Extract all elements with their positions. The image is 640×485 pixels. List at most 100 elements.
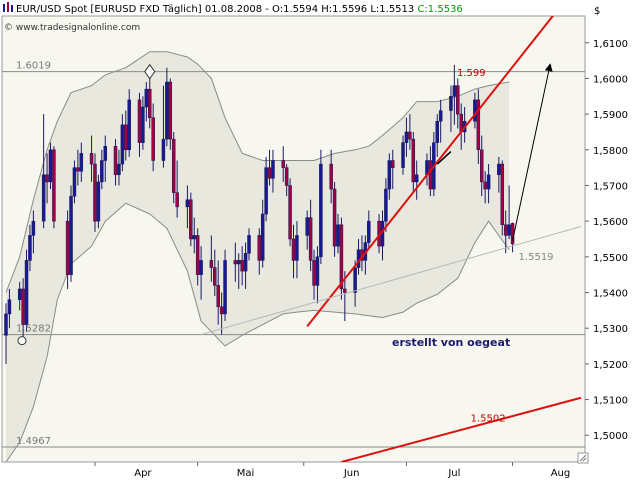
resize-grip-icon[interactable]	[577, 452, 589, 464]
candle-body	[391, 160, 395, 168]
candle-body	[329, 163, 333, 190]
candle-body	[52, 149, 56, 222]
forecast-arrow	[436, 150, 452, 165]
candle-body	[216, 285, 220, 308]
candle-body	[223, 260, 227, 315]
candle-body	[4, 313, 8, 336]
candle-body	[497, 163, 501, 176]
candle-body	[319, 163, 323, 258]
horizontal-level-label: 1.6019	[16, 61, 51, 72]
candle-body	[45, 174, 49, 183]
candle-body	[479, 149, 484, 183]
candle-body	[449, 96, 453, 111]
candle-body	[41, 174, 46, 222]
y-tick-label: 1,5300	[593, 324, 628, 335]
candle-body	[144, 88, 149, 108]
candle-body	[76, 167, 80, 172]
candle-body	[500, 163, 505, 225]
candle-body	[21, 288, 25, 325]
candle-body	[168, 81, 173, 140]
x-tick-label: Apr	[134, 468, 152, 479]
candle-body	[343, 288, 347, 293]
header-close: C:1.5536	[417, 4, 462, 15]
trendlines-layer	[200, 16, 582, 462]
candle-body	[161, 138, 166, 161]
candle-body	[7, 299, 12, 315]
candle-body	[486, 174, 491, 190]
candle-body	[384, 188, 388, 222]
y-tick-label: 1,5500	[593, 253, 628, 264]
candle-body	[89, 153, 94, 165]
candle-body	[452, 85, 457, 97]
candle-body	[171, 138, 176, 193]
candle-body	[72, 167, 77, 197]
candle-body	[195, 235, 200, 275]
candle-body	[353, 267, 357, 293]
candle-body	[48, 149, 53, 183]
candle-body	[113, 145, 118, 176]
candle-body	[151, 117, 155, 161]
x-tick-label: Jun	[343, 468, 360, 479]
red-trendline	[341, 396, 582, 462]
level-annotation: 1.599	[457, 68, 486, 79]
y-tick-label: 1,5000	[593, 431, 628, 442]
candle-body	[117, 163, 121, 176]
y-tick-label: 1,6000	[593, 74, 628, 85]
candle-body	[312, 260, 316, 286]
candle-body	[28, 235, 32, 261]
y-tick-label: 1,5400	[593, 289, 628, 300]
candle-body	[185, 199, 190, 208]
candle-body	[219, 306, 224, 315]
header-text: EUR/USD Spot [EURUSD FXD Täglich] 01.08.…	[16, 4, 463, 15]
candles-layer	[4, 64, 515, 364]
candle-body	[137, 99, 142, 143]
candle-body	[428, 160, 433, 190]
x-tick-label: Jul	[447, 468, 460, 479]
candle-body	[96, 181, 101, 222]
candle-body	[148, 88, 152, 118]
candle-body	[339, 224, 344, 290]
candle-body	[199, 260, 203, 275]
candle-body	[103, 145, 108, 161]
candle-body	[17, 288, 22, 300]
candle-body	[31, 220, 36, 236]
candle-body	[243, 253, 248, 272]
candle-body	[414, 174, 419, 183]
y-tick-label: 1,5900	[593, 110, 628, 121]
header-website: © www.tradesignalonline.com	[4, 23, 140, 33]
candle-body	[260, 213, 265, 261]
y-tick-label: 1,5200	[593, 360, 628, 371]
header-ohlc: O:1.5594 H:1.5596 L:1.5513	[272, 4, 417, 15]
y-tick-label: 1,5800	[593, 146, 628, 157]
arrows-layer	[436, 63, 553, 241]
candle-body	[288, 185, 292, 240]
candle-body	[141, 106, 145, 143]
candle-body	[247, 235, 251, 254]
horizontal-levels-layer	[2, 71, 585, 448]
candle-body	[295, 235, 299, 261]
candle-body	[69, 195, 73, 275]
x-tick-label: Aug	[551, 468, 571, 479]
horizontal-level-label: 1.4967	[16, 436, 51, 447]
candle-body	[124, 124, 128, 151]
bollinger-upper-line	[5, 51, 510, 293]
y-tick-label: 1,5100	[593, 396, 628, 407]
candle-body	[305, 217, 309, 236]
candle-body	[291, 238, 296, 261]
pivot-high-marker	[144, 63, 156, 80]
candle-body	[257, 235, 262, 261]
candle-body	[456, 85, 460, 115]
y-tick-label: 1,6100	[593, 39, 628, 50]
candle-body	[408, 131, 412, 140]
candle-body	[189, 199, 193, 240]
candle-body	[411, 138, 416, 183]
candle-body	[240, 260, 244, 272]
candle-body	[401, 142, 405, 168]
forecast-arrow	[512, 63, 553, 241]
horizontal-level-label: 1.5282	[16, 324, 51, 335]
candle-body	[507, 224, 511, 236]
support-trendline	[200, 226, 582, 336]
candle-body	[284, 167, 289, 186]
watermark-text: erstellt von oegeat	[392, 336, 510, 349]
candle-body	[127, 99, 131, 151]
